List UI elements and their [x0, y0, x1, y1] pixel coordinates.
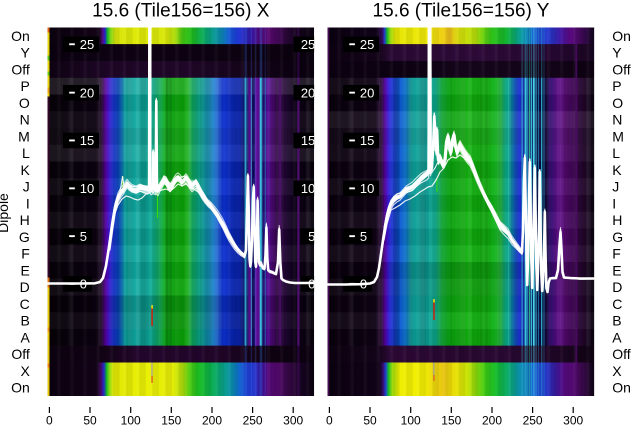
svg-text:K: K — [20, 162, 30, 178]
svg-text:0: 0 — [326, 414, 333, 428]
svg-text:10: 10 — [360, 181, 374, 196]
svg-text:25: 25 — [80, 37, 94, 52]
svg-text:G: G — [19, 229, 30, 245]
svg-text:O: O — [19, 95, 30, 111]
svg-text:B: B — [20, 313, 29, 329]
svg-text:C: C — [20, 296, 30, 312]
svg-text:Dipole: Dipole — [0, 193, 11, 233]
svg-text:10: 10 — [80, 181, 94, 196]
svg-text:200: 200 — [202, 414, 222, 428]
svg-text:Off: Off — [11, 61, 30, 77]
svg-text:50: 50 — [83, 414, 97, 428]
svg-text:Y: Y — [20, 45, 30, 61]
svg-text:H: H — [20, 212, 30, 228]
svg-text:On: On — [612, 28, 631, 44]
svg-text:L: L — [612, 145, 620, 161]
svg-text:I: I — [26, 195, 30, 211]
svg-text:F: F — [21, 246, 30, 262]
svg-text:A: A — [612, 329, 622, 345]
svg-text:300: 300 — [283, 414, 303, 428]
svg-text:150: 150 — [161, 414, 181, 428]
svg-text:5: 5 — [360, 229, 367, 244]
svg-text:15: 15 — [360, 133, 374, 148]
svg-text:E: E — [612, 262, 621, 278]
svg-text:C: C — [612, 296, 622, 312]
svg-text:G: G — [612, 229, 623, 245]
svg-text:Off: Off — [612, 346, 631, 362]
svg-text:250: 250 — [523, 414, 543, 428]
svg-text:5: 5 — [80, 229, 87, 244]
svg-text:20: 20 — [301, 85, 315, 100]
svg-text:P: P — [612, 78, 621, 94]
svg-text:0: 0 — [46, 414, 53, 428]
svg-text:10: 10 — [301, 181, 315, 196]
svg-text:On: On — [11, 28, 30, 44]
svg-text:15.6 (Tile156=156) X: 15.6 (Tile156=156) X — [92, 0, 270, 21]
svg-text:X: X — [612, 363, 622, 379]
svg-text:15: 15 — [301, 133, 315, 148]
svg-text:20: 20 — [80, 85, 94, 100]
svg-text:200: 200 — [482, 414, 502, 428]
svg-text:D: D — [612, 279, 622, 295]
svg-text:15.6 (Tile156=156) Y: 15.6 (Tile156=156) Y — [373, 0, 550, 21]
svg-text:Off: Off — [11, 346, 30, 362]
svg-text:H: H — [612, 212, 622, 228]
svg-text:F: F — [612, 246, 621, 262]
svg-text:150: 150 — [441, 414, 461, 428]
svg-text:15: 15 — [80, 133, 94, 148]
svg-text:I: I — [612, 195, 616, 211]
svg-text:J: J — [23, 179, 30, 195]
svg-text:L: L — [22, 145, 30, 161]
svg-text:N: N — [612, 112, 622, 128]
svg-text:100: 100 — [121, 414, 141, 428]
svg-text:P: P — [20, 78, 29, 94]
svg-text:25: 25 — [360, 37, 374, 52]
svg-text:Y: Y — [612, 45, 622, 61]
svg-text:D: D — [20, 279, 30, 295]
svg-text:K: K — [612, 162, 622, 178]
svg-text:5: 5 — [308, 229, 315, 244]
svg-text:250: 250 — [243, 414, 263, 428]
svg-text:On: On — [11, 380, 30, 396]
svg-text:300: 300 — [563, 414, 583, 428]
svg-text:50: 50 — [363, 414, 377, 428]
svg-text:X: X — [20, 363, 30, 379]
svg-text:A: A — [20, 329, 30, 345]
svg-text:M: M — [18, 128, 30, 144]
svg-text:O: O — [612, 95, 623, 111]
svg-text:20: 20 — [360, 85, 374, 100]
svg-text:M: M — [612, 128, 624, 144]
svg-text:25: 25 — [301, 37, 315, 52]
svg-text:B: B — [612, 313, 621, 329]
svg-text:N: N — [20, 112, 30, 128]
svg-text:On: On — [612, 380, 631, 396]
svg-text:J: J — [612, 179, 619, 195]
svg-text:100: 100 — [401, 414, 421, 428]
svg-text:Off: Off — [612, 61, 631, 77]
svg-text:E: E — [20, 262, 29, 278]
